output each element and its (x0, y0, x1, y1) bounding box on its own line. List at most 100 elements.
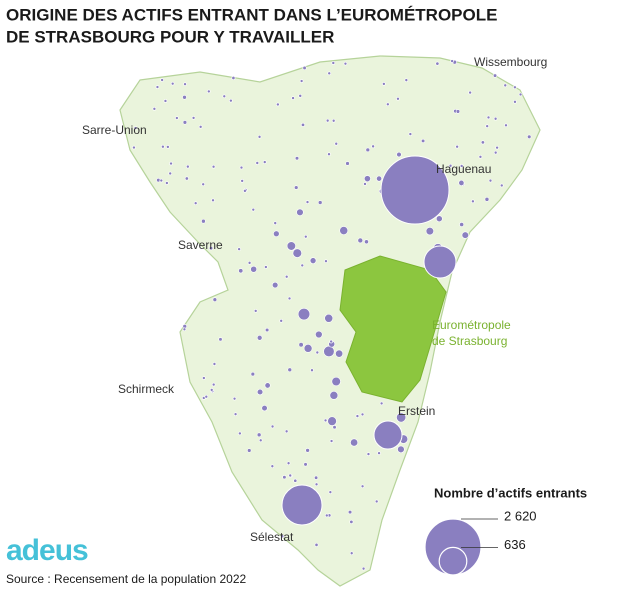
commune-bubble (404, 78, 409, 82)
commune-bubble (209, 246, 214, 251)
commune-bubble (373, 420, 403, 450)
source: Source : Recensement de la population 20… (6, 572, 246, 586)
commune-bubble (329, 391, 339, 400)
commune-bubble (284, 429, 289, 434)
commune-bubble (435, 215, 443, 223)
commune-bubble (184, 176, 189, 181)
commune-bubble (233, 412, 238, 416)
commune-bubble (202, 376, 206, 380)
commune-bubble (461, 231, 469, 239)
commune-bubble (527, 134, 532, 139)
commune-bubble (170, 81, 175, 86)
commune-bubble (486, 115, 491, 120)
commune-bubble (288, 473, 293, 478)
commune-bubble (247, 448, 252, 453)
commune-bubble (287, 367, 293, 373)
place-label: Schirmeck (118, 382, 175, 396)
commune-bubble (324, 513, 329, 518)
commune-bubble (270, 464, 275, 469)
commune-bubble (193, 201, 198, 206)
commune-bubble (183, 82, 187, 86)
commune-bubble (247, 261, 252, 265)
commune-bubble (450, 59, 454, 63)
commune-bubble (229, 98, 233, 103)
commune-bubble (212, 362, 217, 366)
commune-bubble (314, 542, 319, 547)
commune-bubble (211, 164, 216, 169)
commune-bubble (324, 259, 328, 263)
commune-bubble (471, 199, 475, 204)
commune-bubble (377, 451, 381, 455)
commune-bubble (270, 424, 275, 429)
commune-bubble (363, 182, 367, 186)
commune-bubble (231, 76, 236, 80)
commune-bubble (349, 551, 354, 556)
commune-bubble (329, 439, 334, 443)
commune-bubble (257, 135, 262, 139)
place-label: Sélestat (250, 530, 294, 544)
commune-bubble (155, 85, 160, 89)
commune-bubble (495, 145, 499, 150)
commune-bubble (357, 237, 364, 244)
commune-bubble (310, 368, 314, 373)
commune-bubble (293, 478, 298, 483)
commune-bubble (386, 102, 390, 107)
commune-bubble (493, 73, 498, 78)
commune-bubble (382, 82, 386, 86)
commune-bubble (264, 382, 271, 389)
commune-bubble (201, 218, 206, 224)
commune-bubble (299, 79, 304, 83)
commune-bubble (218, 337, 223, 342)
commune-bubble (211, 382, 216, 387)
commune-bubble (237, 247, 241, 251)
commune-bubble (315, 350, 320, 355)
title-line: DE STRASBOURG POUR Y TRAVAILLER (6, 27, 334, 46)
commune-bubble (287, 296, 292, 301)
commune-bubble (360, 484, 365, 489)
legend-value: 636 (504, 537, 526, 552)
commune-bubble (396, 96, 400, 101)
commune-bubble (271, 281, 279, 289)
commune-bubble (303, 234, 308, 239)
commune-bubble (328, 490, 333, 494)
commune-bubble (408, 132, 413, 136)
commune-bubble (264, 327, 270, 333)
commune-bubble (513, 85, 517, 90)
commune-bubble (286, 461, 291, 466)
commune-bubble (186, 164, 190, 169)
commune-bubble (339, 226, 349, 235)
commune-bubble (324, 313, 334, 323)
commune-bubble (323, 418, 328, 423)
commune-bubble (253, 309, 258, 313)
commune-bubble (300, 263, 305, 268)
commune-bubble (503, 83, 508, 88)
commune-bubble (485, 124, 489, 128)
commune-bubble (160, 78, 164, 82)
commune-bubble (273, 221, 278, 225)
commune-bubble (284, 274, 289, 279)
commune-bubble (455, 144, 459, 149)
place-label: Erstein (398, 404, 435, 418)
commune-bubble (303, 344, 313, 353)
commune-bubble (331, 118, 336, 123)
logo: adeus (6, 534, 88, 567)
commune-bubble (292, 248, 302, 258)
commune-bubble (518, 92, 523, 97)
commune-bubble (256, 432, 262, 438)
commune-bubble (211, 198, 215, 203)
legend: 2 620 636 (424, 508, 537, 576)
place-label: Sarre-Union (82, 123, 147, 137)
commune-bubble (396, 151, 402, 158)
commune-bubble (314, 475, 319, 480)
commune-bubble (298, 342, 304, 348)
commune-bubble (303, 462, 308, 467)
commune-bubble (315, 330, 323, 339)
commune-bubble (279, 319, 283, 323)
commune-bubble (302, 65, 307, 71)
zone-label: Eurométropole (432, 318, 511, 332)
commune-bubble (207, 89, 211, 94)
commune-bubble (296, 208, 304, 216)
legend-value: 2 620 (504, 508, 537, 523)
commune-bubble (198, 125, 203, 129)
commune-bubble (175, 116, 179, 120)
